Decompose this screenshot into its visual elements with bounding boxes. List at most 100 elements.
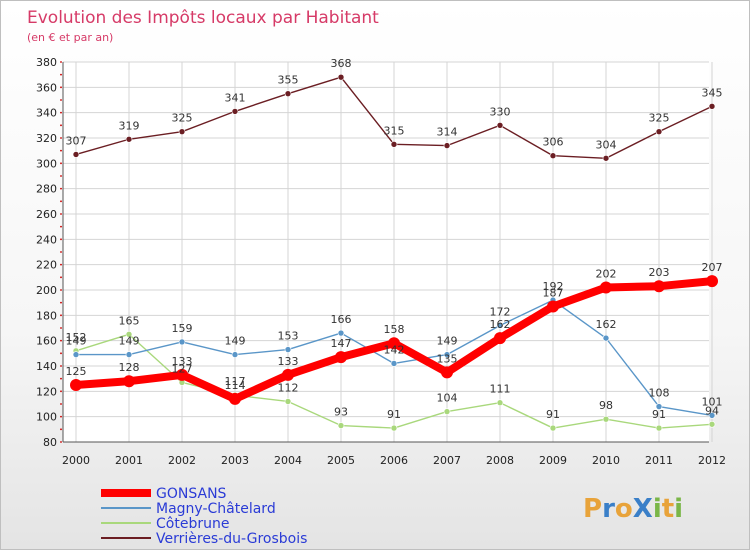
data-label-verrieres-du-grosbois: 355	[278, 74, 299, 87]
data-label-magny-chatelard: 149	[119, 335, 140, 348]
data-label-verrieres-du-grosbois: 315	[384, 124, 405, 137]
data-label-cotebrune: 98	[599, 399, 613, 412]
y-tick-label: 320	[36, 132, 57, 145]
data-label-magny-chatelard: 192	[543, 280, 564, 293]
data-label-magny-chatelard: 172	[490, 305, 511, 318]
y-minor-tick	[60, 73, 62, 76]
x-tick-label: 2008	[486, 454, 514, 467]
data-label-gonsans: 207	[702, 261, 723, 274]
legend-label-gonsans: GONSANS	[156, 486, 227, 502]
data-label-magny-chatelard: 149	[225, 335, 246, 348]
series-group	[70, 73, 718, 432]
data-label-verrieres-du-grosbois: 345	[702, 86, 723, 99]
y-minor-tick	[60, 314, 62, 317]
point-cotebrune	[125, 331, 133, 338]
point-cotebrune	[602, 415, 610, 423]
legend-label-verrieres-du-grosbois: Verrières-du-Grosbois	[156, 531, 307, 547]
y-tick-label: 200	[36, 284, 57, 297]
y-minor-tick	[60, 137, 62, 139]
point-magny-chatelard	[337, 329, 345, 337]
data-labels: 307 319 325 341 355 368 315 314 330 306 304 325 345 1…	[66, 57, 723, 421]
data-label-gonsans: 147	[331, 337, 352, 350]
point-verrieres-du-grosbois	[549, 152, 557, 160]
data-label-cotebrune: 93	[334, 406, 348, 419]
x-tick-label: 2003	[221, 454, 249, 467]
point-verrieres-du-grosbois	[655, 128, 663, 135]
data-label-magny-chatelard: 159	[172, 322, 193, 335]
data-label-verrieres-du-grosbois: 341	[225, 91, 246, 104]
logo-letter: r	[602, 494, 615, 524]
point-cotebrune	[284, 398, 292, 405]
data-label-magny-chatelard: 142	[384, 343, 405, 356]
y-minor-tick	[60, 175, 62, 177]
data-label-cotebrune: 127	[172, 362, 193, 375]
data-label-verrieres-du-grosbois: 306	[543, 136, 564, 149]
point-magny-chatelard	[708, 412, 716, 419]
point-gonsans	[547, 300, 559, 313]
y-minor-tick	[60, 213, 62, 215]
data-label-magny-chatelard: 153	[278, 330, 299, 343]
y-minor-tick	[60, 415, 62, 418]
data-label-cotebrune: 111	[490, 383, 511, 396]
point-cotebrune	[337, 422, 345, 429]
y-tick-label: 160	[36, 335, 57, 348]
y-minor-tick	[60, 162, 62, 165]
point-magny-chatelard	[655, 403, 663, 410]
point-verrieres-du-grosbois	[443, 142, 451, 149]
point-gonsans	[653, 280, 665, 293]
point-gonsans	[70, 379, 82, 391]
chart-subtitle: (en € et par an)	[27, 31, 113, 44]
point-verrieres-du-grosbois	[708, 103, 716, 110]
logo-letter: X	[633, 494, 653, 524]
data-label-verrieres-du-grosbois: 325	[172, 112, 193, 125]
y-minor-tick	[60, 86, 62, 89]
point-gonsans	[388, 337, 400, 350]
y-tick-label: 280	[36, 183, 57, 196]
data-label-magny-chatelard: 108	[649, 387, 670, 400]
y-tick-label: 180	[36, 309, 57, 322]
y-minor-tick	[60, 365, 62, 367]
data-label-verrieres-du-grosbois: 325	[649, 112, 670, 125]
y-minor-tick	[60, 263, 62, 266]
point-magny-chatelard	[390, 360, 398, 367]
x-tick-label: 2006	[380, 454, 408, 467]
legend-label-magny-chatelard: Magny-Châtelard	[156, 501, 276, 517]
data-label-cotebrune: 165	[119, 314, 140, 327]
x-tick-label: 2007	[433, 454, 461, 467]
y-minor-tick	[60, 441, 62, 443]
x-tick-label: 2005	[327, 454, 355, 467]
data-label-gonsans: 135	[437, 352, 458, 365]
y-minor-tick	[60, 225, 62, 228]
y-tick-label: 220	[36, 259, 57, 272]
y-tick-label: 120	[36, 385, 57, 398]
point-verrieres-du-grosbois	[496, 122, 504, 129]
data-label-gonsans: 162	[490, 318, 511, 331]
data-label-gonsans: 187	[543, 286, 564, 299]
y-minor-tick	[60, 61, 62, 63]
point-verrieres-du-grosbois	[284, 90, 292, 97]
point-cotebrune	[708, 420, 716, 428]
y-minor-tick	[60, 390, 62, 393]
y-minor-tick	[60, 111, 62, 114]
data-label-gonsans: 202	[596, 267, 617, 280]
point-magny-chatelard	[178, 338, 186, 346]
legend: GONSANSMagny-ChâtelardCôtebruneVerrières…	[101, 486, 307, 547]
point-verrieres-du-grosbois	[178, 128, 186, 135]
point-gonsans	[441, 366, 453, 379]
data-label-gonsans: 133	[278, 355, 299, 368]
x-tick-label: 2012	[698, 454, 726, 467]
point-gonsans	[706, 275, 718, 288]
point-magny-chatelard	[602, 334, 610, 342]
y-minor-tick	[60, 403, 62, 405]
point-verrieres-du-grosbois	[337, 73, 345, 81]
point-magny-chatelard	[443, 351, 451, 358]
point-verrieres-du-grosbois	[72, 151, 80, 158]
point-cotebrune	[549, 424, 557, 432]
y-minor-tick	[60, 327, 62, 329]
logo-letter: i	[674, 494, 683, 524]
point-cotebrune	[390, 424, 398, 432]
y-minor-tick	[60, 428, 62, 431]
data-label-gonsans: 158	[384, 323, 405, 336]
y-tick-label: 380	[36, 56, 57, 69]
y-tick-label: 240	[36, 233, 57, 246]
